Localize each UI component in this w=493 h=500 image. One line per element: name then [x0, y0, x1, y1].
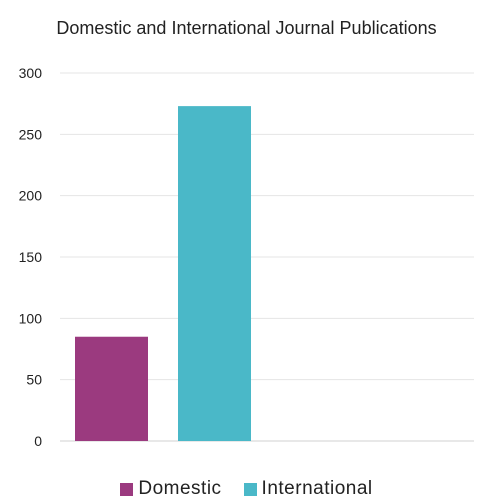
legend: Domestic International: [0, 478, 493, 500]
y-tick-label-200: 200: [19, 188, 43, 204]
bar-domestic: [75, 336, 148, 441]
legend-swatch-domestic: [120, 482, 134, 496]
legend-label-international: International: [261, 478, 373, 499]
legend-swatch-international: [243, 482, 257, 496]
y-tick-label-150: 150: [19, 249, 43, 265]
legend-label-domestic: Domestic: [138, 478, 222, 499]
y-tick-label-100: 100: [19, 310, 43, 326]
bar-chart: 0 50 100 150 200 250 300: [19, 65, 474, 449]
legend-item-domestic: Domestic: [120, 478, 221, 500]
y-tick-label-250: 250: [19, 126, 43, 142]
y-tick-label-50: 50: [26, 372, 42, 388]
y-tick-label-300: 300: [19, 65, 43, 81]
chart-title: Domestic and International Journal Publi…: [56, 18, 437, 38]
legend-item-international: International: [243, 478, 373, 500]
y-tick-label-0: 0: [34, 433, 42, 449]
bar-international: [178, 106, 251, 442]
